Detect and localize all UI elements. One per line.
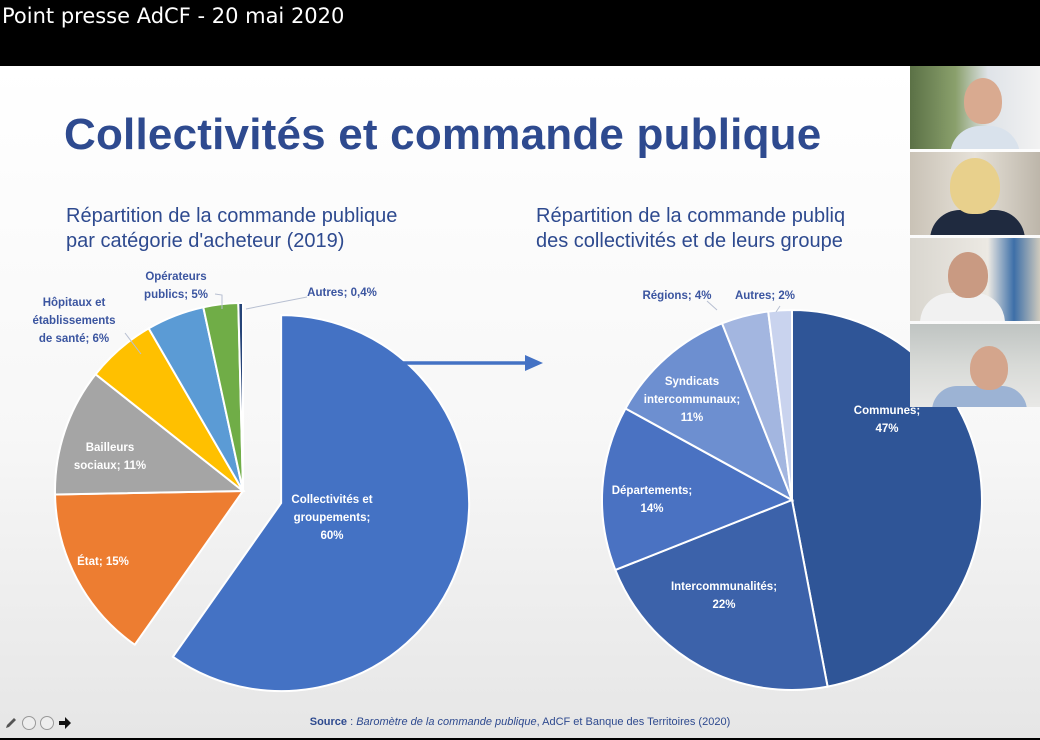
pie-left-label-3: Hôpitaux et établissements de santé; 6%: [32, 297, 115, 345]
right-subtitle-line-1: Répartition de la commande publiq: [536, 205, 846, 227]
webcam-participant: [910, 238, 1040, 321]
webcam-participant: [910, 152, 1040, 235]
pie-left-label-0: Collectivités et groupements; 60%: [291, 494, 372, 542]
pie-left-slice-1: [54, 489, 245, 647]
webcam-panel: [910, 66, 1040, 407]
right-subtitle-line-2: des collectivités et de leurs groupe: [536, 230, 843, 252]
pie-left-slice-6: [237, 301, 244, 492]
pie-right-leader-5: [775, 305, 781, 313]
zoom-icon[interactable]: [22, 716, 36, 730]
pie-left-slice-2: [54, 372, 246, 496]
pen-icon[interactable]: [4, 716, 18, 730]
webcam-participant: [910, 324, 1040, 407]
arrow-head-icon: [525, 355, 543, 371]
left-subtitle-line-2: par catégorie d'acheteur (2019): [66, 230, 345, 252]
pie-right-slice-2: [601, 407, 795, 572]
source-publication: Baromètre de la commande publique: [356, 716, 537, 728]
pie-left-label-4: Opérateurs publics; 5%: [144, 271, 208, 301]
source-rest: , AdCF et Banque des Territoires (2020): [536, 716, 731, 728]
webcam-participant: [910, 66, 1040, 149]
pie-right-label-0: Communes; 47%: [854, 405, 920, 435]
source-note: Source : Baromètre de la commande publiq…: [309, 716, 731, 728]
presentation-slide: Collectivités et commande publique Répar…: [0, 66, 1040, 738]
video-title: Point presse AdCF - 20 mai 2020: [0, 0, 1040, 66]
pie-right-label-5: Autres; 2%: [735, 290, 795, 302]
arrow-connector: [398, 355, 543, 371]
pie-right-label-2: Départements; 14%: [612, 485, 693, 515]
left-chart-subtitle: Répartition de la commande publique par …: [66, 204, 397, 254]
pie-left-slice-0: [171, 314, 471, 693]
pie-right-slice-1: [614, 498, 829, 691]
pie-right-slice-5: [767, 308, 793, 501]
pie-right-label-1: Intercommunalités; 22%: [671, 581, 777, 611]
pie-left-leader-5: [245, 296, 308, 310]
slide-controls: [4, 716, 72, 730]
pie-right-slice-3: [624, 322, 794, 503]
pie-left-leader-4: [214, 293, 223, 309]
left-pie-chart: Collectivités et groupements; 60% État; 15%…: [32, 271, 471, 693]
next-arrow-icon[interactable]: [58, 716, 72, 730]
pie-right-leader-4: [706, 300, 718, 311]
pie-right-label-4: Régions; 4%: [642, 290, 711, 302]
pie-left-label-1: État; 15%: [77, 555, 129, 568]
right-chart-subtitle: Répartition de la commande publiq des co…: [536, 204, 845, 254]
source-label: Source: [309, 716, 348, 728]
more-icon[interactable]: [40, 716, 54, 730]
pie-left-label-5: Autres; 0,4%: [307, 287, 377, 299]
pie-left-leader-3: [124, 332, 142, 355]
slide-title: Collectivités et commande publique: [64, 110, 822, 159]
pie-right-label-3: Syndicats intercommunaux; 11%: [644, 376, 741, 424]
charts-canvas: Collectivités et groupements; 60% État; 15%…: [32, 271, 983, 693]
pie-left-label-2: Bailleurs sociaux; 11%: [74, 442, 146, 472]
left-subtitle-line-1: Répartition de la commande publique: [66, 205, 398, 227]
